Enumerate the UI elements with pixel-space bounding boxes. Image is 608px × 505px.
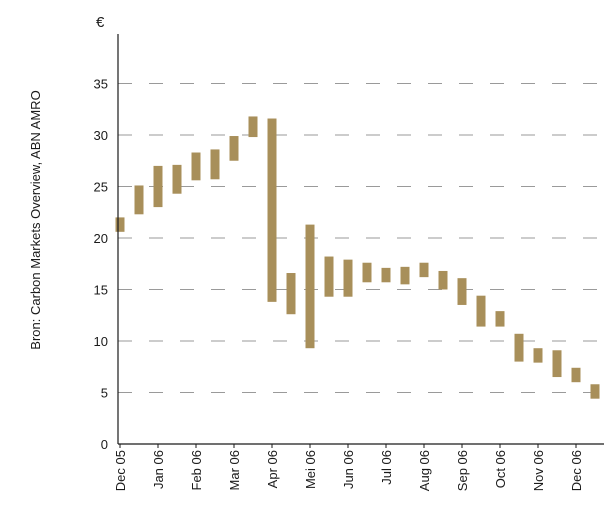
price-range-bar xyxy=(286,273,296,315)
price-range-bar xyxy=(457,278,467,305)
x-tick-label: Jan 06 xyxy=(151,450,166,489)
x-tick-label: Apr 06 xyxy=(265,450,280,488)
gridlines xyxy=(118,83,604,393)
x-tick-label: Oct 06 xyxy=(493,450,508,488)
x-tick-label: Jun 06 xyxy=(341,450,356,489)
price-range-bar xyxy=(571,367,581,383)
x-tick-label: Aug 06 xyxy=(417,450,432,491)
price-range-bar xyxy=(324,256,334,297)
y-tick-label: 20 xyxy=(94,231,108,246)
price-range-bar xyxy=(438,270,448,290)
y-tick-label: 10 xyxy=(94,334,108,349)
price-range-bar xyxy=(533,348,543,363)
y-tick-label: 5 xyxy=(101,386,108,401)
price-range-bar xyxy=(476,295,486,327)
x-tick-label: Mar 06 xyxy=(227,450,242,490)
price-range-bar xyxy=(267,118,277,302)
price-range-bar xyxy=(590,384,600,399)
price-range-bar xyxy=(172,164,182,194)
x-tick-label: Feb 06 xyxy=(189,450,204,490)
x-tick-label: Jul 06 xyxy=(379,450,394,485)
x-tick-label: Dec 06 xyxy=(569,450,584,491)
y-tick-label: 25 xyxy=(94,180,108,195)
x-tick-labels: Dec 05 Jan 06 Feb 06 Mar 06 Apr 06 Mei 06 Jun … xyxy=(113,444,584,491)
price-range-bar xyxy=(381,267,391,283)
x-tick-label: Dec 05 xyxy=(113,450,128,491)
price-range-bar xyxy=(552,350,562,378)
price-range-bars xyxy=(115,116,600,399)
y-tick-label: 15 xyxy=(94,283,108,298)
price-range-bar xyxy=(419,262,429,278)
price-range-bar xyxy=(362,262,372,283)
x-tick-label: Sep 06 xyxy=(455,450,470,491)
price-range-bar xyxy=(210,149,220,180)
y-tick-label: 35 xyxy=(94,77,108,92)
price-range-bar xyxy=(400,266,410,285)
price-range-bar xyxy=(495,311,505,327)
x-tick-label: Mei 06 xyxy=(303,450,318,489)
price-range-bar xyxy=(134,185,144,215)
y-tick-label: 30 xyxy=(94,128,108,143)
price-range-bar xyxy=(514,333,524,362)
price-range-bar xyxy=(343,259,353,297)
price-range-bar xyxy=(115,217,125,232)
y-axis-unit: € xyxy=(96,14,105,31)
price-range-bar xyxy=(248,116,258,138)
price-range-bar xyxy=(229,136,239,161)
y-tick-label: 0 xyxy=(101,437,108,452)
price-range-bar xyxy=(153,165,163,208)
x-tick-label: Nov 06 xyxy=(531,450,546,491)
price-range-bar xyxy=(191,152,201,181)
price-range-bar xyxy=(305,224,315,349)
source-note: Bron: Carbon Markets Overview, ABN AMRO xyxy=(28,90,43,349)
y-tick-labels: 0 5 10 15 20 25 30 35 xyxy=(94,77,108,453)
